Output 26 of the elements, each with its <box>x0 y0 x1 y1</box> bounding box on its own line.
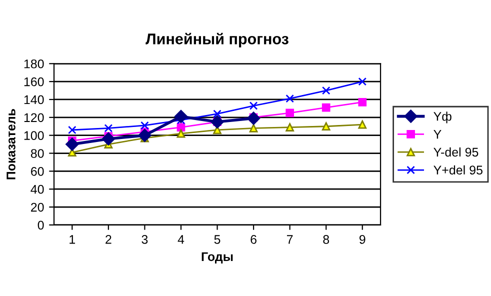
x-tick-label: 7 <box>286 235 293 244</box>
x-tick-label: 1 <box>70 235 76 244</box>
y-tick-label: 180 <box>24 59 44 68</box>
y-tick-label: 80 <box>30 149 44 158</box>
x-tick-label: 9 <box>359 235 366 244</box>
y-tick-label: 60 <box>31 166 44 176</box>
x-tick-label: 2 <box>106 235 112 244</box>
legend-label: Y <box>434 130 442 139</box>
x-tick-label: 6 <box>250 235 256 244</box>
y-tick-label: 160 <box>24 77 44 86</box>
legend-label: Y-del 95 <box>434 147 478 157</box>
x-axis-title: Годы <box>202 252 233 264</box>
legend-label: Yф <box>434 112 452 124</box>
y-tick-label: 140 <box>24 95 44 104</box>
legend-label: Y+del 95 <box>434 165 482 175</box>
y-tick-label: 40 <box>30 184 44 194</box>
x-tick-label: 4 <box>178 235 184 244</box>
chart-title: Линейный прогноз <box>146 32 288 48</box>
y-tick-label: 100 <box>24 131 44 140</box>
x-tick-label: 5 <box>214 235 220 244</box>
y-tick-label: 120 <box>24 113 44 122</box>
y-axis-title: Показатель <box>6 108 16 180</box>
y-tick-label: 20 <box>31 202 44 212</box>
y-tick-label: 0 <box>38 220 44 230</box>
x-tick-label: 3 <box>142 235 148 244</box>
x-tick-label: 8 <box>323 235 330 244</box>
